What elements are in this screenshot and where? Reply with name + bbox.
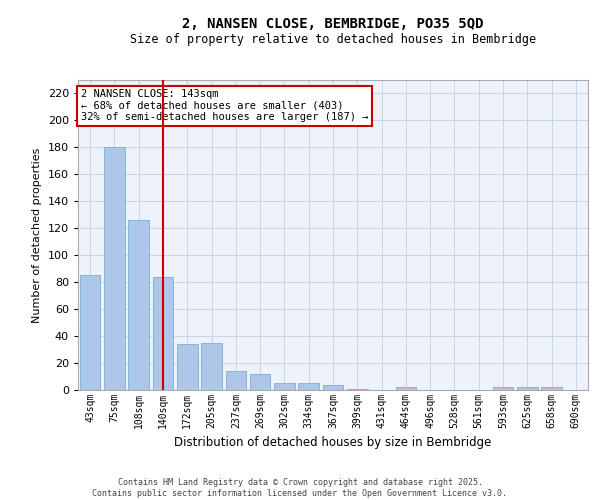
Bar [201, 343, 222, 390]
Bar [493, 388, 514, 390]
Bar [274, 384, 295, 390]
Text: Size of property relative to detached houses in Bembridge: Size of property relative to detached ho… [130, 32, 536, 46]
Text: 2, NANSEN CLOSE, BEMBRIDGE, PO35 5QD: 2, NANSEN CLOSE, BEMBRIDGE, PO35 5QD [182, 18, 484, 32]
Bar [395, 388, 416, 390]
Bar [128, 220, 149, 390]
Text: Contains HM Land Registry data © Crown copyright and database right 2025.
Contai: Contains HM Land Registry data © Crown c… [92, 478, 508, 498]
Bar [323, 384, 343, 390]
X-axis label: Distribution of detached houses by size in Bembridge: Distribution of detached houses by size … [175, 436, 491, 450]
Bar [104, 148, 125, 390]
Bar [347, 388, 368, 390]
Y-axis label: Number of detached properties: Number of detached properties [32, 148, 42, 322]
Text: 2 NANSEN CLOSE: 143sqm
← 68% of detached houses are smaller (403)
32% of semi-de: 2 NANSEN CLOSE: 143sqm ← 68% of detached… [80, 90, 368, 122]
Bar [226, 371, 246, 390]
Bar [517, 388, 538, 390]
Bar [541, 388, 562, 390]
Bar [298, 384, 319, 390]
Bar [152, 277, 173, 390]
Bar [80, 276, 100, 390]
Bar [177, 344, 197, 390]
Bar [250, 374, 271, 390]
